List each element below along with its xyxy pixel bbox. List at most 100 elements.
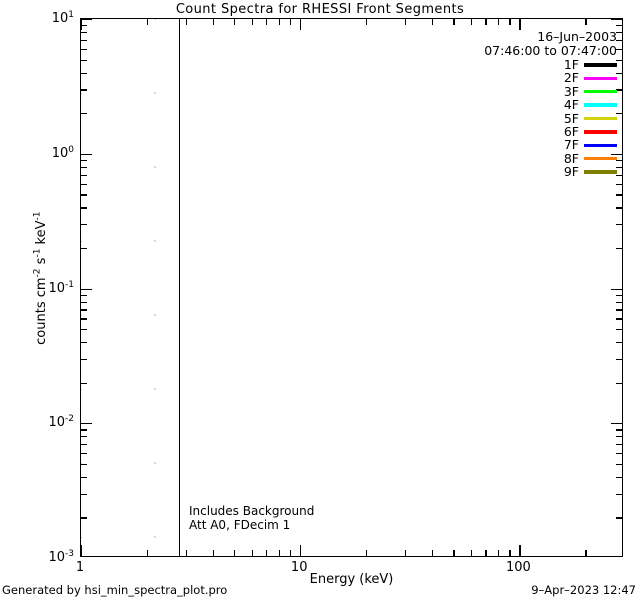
x-tick	[266, 550, 268, 556]
legend-color-swatch	[584, 76, 617, 80]
x-tick-top	[453, 19, 455, 25]
x-tick	[485, 550, 487, 556]
y-tick-right	[611, 19, 622, 21]
x-tick-top	[212, 19, 215, 25]
x-tick-top	[234, 19, 236, 25]
y-tick	[81, 19, 92, 21]
legend-color-swatch	[584, 143, 617, 147]
y-tick-label: 101	[51, 9, 74, 27]
y-tick-right	[616, 429, 622, 431]
y-tick-right	[616, 517, 622, 519]
y-tick-right	[611, 423, 622, 425]
plot-area: Includes Background Att A0, FDecim 1	[81, 19, 622, 556]
y-tick-right	[616, 159, 622, 162]
x-tick	[404, 550, 406, 556]
x-tick	[585, 550, 587, 556]
legend-color-swatch	[584, 156, 617, 161]
legend-color-swatch	[584, 130, 617, 134]
page-title: Count Spectra for RHESSI Front Segments	[175, 2, 465, 17]
plot-annotations: Includes Background Att A0, FDecim 1	[189, 504, 314, 532]
y-tick-label: 10-3	[48, 548, 74, 566]
y-tick-right	[616, 174, 622, 176]
legend-item-3f[interactable]: 3F	[395, 85, 617, 98]
y-tick-right	[616, 59, 622, 61]
legend-item-2f[interactable]: 2F	[395, 71, 617, 85]
legend-item-8f[interactable]: 8F	[395, 152, 617, 165]
y-tick	[81, 436, 87, 438]
legend-item-9f[interactable]: 9F	[395, 165, 617, 178]
x-tick	[453, 550, 455, 556]
x-tick	[278, 550, 281, 556]
legend-time-range: 07:46:00 to 07:47:00	[484, 42, 617, 58]
legend-item-1f[interactable]: 1F	[395, 58, 617, 71]
y-tick-right	[616, 342, 622, 344]
y-tick-right	[616, 436, 622, 438]
x-tick	[470, 550, 472, 556]
y-tick-right	[616, 382, 622, 384]
legend-item-4f[interactable]: 4F	[395, 98, 617, 111]
legend-item-7f[interactable]: 7F	[395, 137, 617, 153]
x-tick-top	[146, 19, 149, 25]
y-tick	[81, 166, 87, 168]
y-tick-right	[616, 294, 622, 296]
x-tick-top	[300, 19, 302, 30]
x-tick-top	[81, 19, 83, 30]
y-tick-right	[616, 39, 622, 42]
y-tick	[81, 48, 87, 51]
legend-color-swatch	[584, 89, 617, 94]
x-tick-label: 10	[290, 560, 308, 575]
legend-item-label: 7F	[563, 137, 579, 153]
y-tick-right	[616, 444, 622, 446]
x-tick	[212, 550, 215, 556]
legend-item-6f[interactable]: 6F	[395, 125, 617, 138]
y-tick-right	[616, 207, 622, 209]
plot-frame: Includes Background Att A0, FDecim 1	[80, 18, 623, 557]
y-tick	[81, 476, 87, 479]
y-axis-title-text: counts cm-2 s-1 keV-1	[32, 211, 50, 345]
y-tick-right	[616, 224, 622, 226]
x-tick-top	[290, 19, 292, 25]
y-tick	[81, 174, 87, 176]
x-tick-top	[485, 19, 487, 25]
y-tick-right	[616, 166, 622, 168]
y-tick	[81, 423, 92, 425]
y-tick	[81, 294, 87, 296]
y-tick	[81, 113, 87, 115]
x-tick	[146, 550, 149, 556]
y-tick-right	[616, 32, 622, 34]
legend-item-label: 6F	[563, 124, 579, 140]
y-tick	[81, 39, 87, 42]
y-tick	[81, 288, 92, 290]
y-tick	[81, 159, 87, 162]
legend-color-swatch	[584, 103, 617, 107]
y-tick-right	[616, 301, 622, 303]
y-tick	[81, 309, 87, 311]
x-tick	[300, 545, 302, 556]
x-tick-top	[404, 19, 406, 25]
x-tick-label: 100	[505, 560, 531, 575]
y-tick	[81, 207, 87, 209]
y-tick-right	[616, 318, 622, 320]
legend-item-5f[interactable]: 5F	[395, 112, 617, 125]
y-tick-right	[616, 453, 622, 455]
x-tick	[251, 550, 253, 556]
legend-item-label: 3F	[563, 83, 579, 99]
y-tick-right	[616, 113, 622, 115]
legend-color-swatch	[584, 63, 617, 67]
legend: 16–Jun–2003 07:46:00 to 07:47:00 1F 2F 3F 4…	[395, 30, 617, 179]
y-tick	[81, 72, 87, 74]
y-tick	[81, 463, 87, 465]
y-tick-right	[616, 194, 622, 196]
y-tick-right	[616, 48, 622, 51]
y-tick	[81, 89, 87, 91]
y-tick	[81, 453, 87, 455]
x-axis-title: Energy (keV)	[309, 572, 394, 587]
y-tick	[81, 444, 87, 446]
hatch-region-boundary	[179, 19, 181, 556]
y-tick-right	[611, 288, 622, 290]
x-tick	[234, 550, 236, 556]
y-tick	[81, 247, 87, 250]
y-tick-right	[616, 493, 622, 495]
legend-item-label: 5F	[563, 110, 579, 126]
